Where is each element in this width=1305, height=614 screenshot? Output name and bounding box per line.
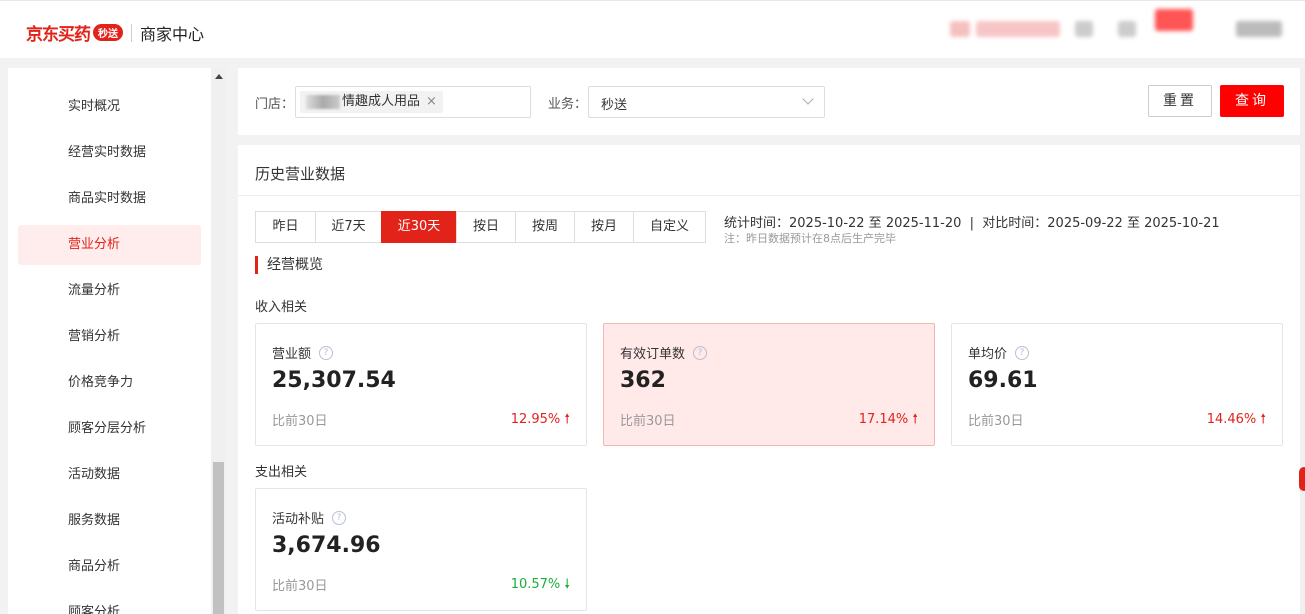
metric-name: 营业额? [272, 343, 334, 362]
metric-change: 17.14% 🠕 [859, 410, 918, 432]
blurred-user-info [976, 21, 1060, 37]
blurred-icon [1118, 21, 1136, 37]
stat-time: 统计时间：2025-10-22 至 2025-11-20 | 对比时间：2025… [724, 216, 1220, 231]
help-icon[interactable]: ? [693, 345, 708, 360]
metric-card-activity-subsidy[interactable]: 活动补贴? 3,674.96 比前30日 10.57% 🠗 [255, 488, 587, 611]
metric-name: 有效订单数? [620, 343, 708, 362]
business-value: 秒送 [601, 98, 628, 113]
tab-custom[interactable]: 自定义 [633, 211, 706, 243]
store-select[interactable]: 情趣成人用品 × [295, 86, 531, 118]
store-label: 门店： [255, 97, 295, 112]
store-tag-label: 情趣成人用品 [342, 94, 421, 109]
reset-button[interactable]: 重置 [1148, 85, 1212, 117]
income-group-label: 收入相关 [255, 300, 308, 315]
tab-yesterday[interactable]: 昨日 [255, 211, 316, 243]
sidebar-item-business-realtime[interactable]: 经营实时数据 [68, 145, 147, 160]
blurred-username[interactable] [1236, 21, 1282, 37]
close-icon[interactable]: × [426, 94, 437, 109]
tab-by-month[interactable]: 按月 [574, 211, 634, 243]
metric-name-text: 单均价 [968, 347, 1008, 362]
arrow-down-icon: 🠗 [564, 577, 570, 592]
sidebar-item-business-analysis[interactable]: 营业分析 [18, 225, 201, 265]
scroll-up-arrow-icon[interactable] [215, 74, 223, 79]
logo-divider [131, 23, 132, 42]
header-subtitle: 商家中心 [140, 24, 205, 44]
blurred-store-prefix [306, 95, 340, 109]
tab-7-days[interactable]: 近7天 [315, 211, 382, 243]
query-button[interactable]: 查询 [1220, 85, 1284, 117]
business-select[interactable]: 秒送 [588, 86, 825, 118]
metric-card-valid-orders[interactable]: 有效订单数? 362 比前30日 17.14% 🠕 [603, 323, 935, 446]
business-label: 业务： [548, 97, 588, 112]
metric-compare-label: 比前30日 [968, 414, 1024, 429]
metric-value: 362 [620, 368, 666, 393]
history-panel: 历史营业数据 昨日 近7天 近30天 按日 按周 按月 自定义 统计时间：202… [238, 145, 1300, 614]
sidebar-item-activity-data[interactable]: 活动数据 [68, 467, 121, 482]
top-header: 京东买药 秒送 商家中心 [0, 0, 1305, 58]
expense-group-label: 支出相关 [255, 465, 308, 480]
help-icon[interactable]: ? [1015, 345, 1030, 360]
metric-name-text: 营业额 [272, 347, 312, 362]
sidebar-item-product-realtime[interactable]: 商品实时数据 [68, 191, 147, 206]
logo[interactable]: 京东买药 秒送 商家中心 [26, 20, 204, 45]
brand-badge: 秒送 [93, 24, 123, 41]
sidebar-item-customer-segmentation[interactable]: 顾客分层分析 [68, 421, 147, 436]
metric-change: 12.95% 🠕 [511, 410, 570, 432]
store-tag: 情趣成人用品 × [300, 91, 443, 113]
blurred-avatar[interactable] [1155, 9, 1193, 31]
floating-help-button[interactable] [1299, 467, 1305, 491]
metric-value: 3,674.96 [272, 533, 381, 558]
metric-name-text: 活动补贴 [272, 512, 325, 527]
metric-change: 10.57% 🠗 [511, 575, 570, 597]
help-icon[interactable]: ? [332, 510, 347, 525]
metric-change-value: 10.57% [510, 577, 561, 592]
divider [238, 195, 1300, 196]
sidebar-item-price-competitiveness[interactable]: 价格竞争力 [68, 375, 134, 390]
metric-compare-label: 比前30日 [272, 414, 328, 429]
sidebar-item-realtime-overview[interactable]: 实时概况 [68, 99, 121, 114]
metric-change: 14.46% 🠕 [1207, 410, 1266, 432]
arrow-up-icon: 🠕 [564, 412, 570, 427]
sidebar-scrollbar[interactable] [211, 68, 226, 614]
metric-value: 69.61 [968, 368, 1038, 393]
sidebar-item-product-analysis[interactable]: 商品分析 [68, 559, 121, 574]
arrow-up-icon: 🠕 [912, 412, 918, 427]
sidebar-item-traffic-analysis[interactable]: 流量分析 [68, 283, 121, 298]
chevron-down-icon [802, 93, 814, 105]
metric-compare-label: 比前30日 [620, 414, 676, 429]
metric-change-value: 14.46% [1206, 412, 1257, 427]
metric-name: 单均价? [968, 343, 1030, 362]
arrow-up-icon: 🠕 [1260, 412, 1266, 427]
section-title: 经营概览 [255, 256, 323, 274]
tab-30-days[interactable]: 近30天 [381, 211, 457, 243]
metric-compare-label: 比前30日 [272, 579, 328, 594]
tab-by-week[interactable]: 按周 [515, 211, 575, 243]
metric-change-value: 17.14% [858, 412, 909, 427]
help-icon[interactable]: ? [319, 345, 334, 360]
panel-title: 历史营业数据 [255, 165, 346, 183]
blurred-user-info [950, 21, 970, 37]
date-range-tabs: 昨日 近7天 近30天 按日 按周 按月 自定义 [255, 211, 706, 243]
metric-change-value: 12.95% [510, 412, 561, 427]
metric-card-avg-order-price[interactable]: 单均价? 69.61 比前30日 14.46% 🠕 [951, 323, 1283, 446]
sidebar: 实时概况 经营实时数据 商品实时数据 营业分析 流量分析 营销分析 价格竞争力 … [8, 68, 211, 614]
scrollbar-thumb[interactable] [213, 462, 224, 614]
data-note: 注：昨日数据预计在8点后生产完毕 [724, 232, 896, 245]
brand-name: 京东买药 [26, 25, 91, 45]
sidebar-item-marketing-analysis[interactable]: 营销分析 [68, 329, 121, 344]
metric-name: 活动补贴? [272, 508, 347, 527]
filter-bar: 门店： 情趣成人用品 × 业务： 秒送 重置 查询 [238, 68, 1300, 135]
metric-name-text: 有效订单数 [620, 347, 686, 362]
tab-by-day[interactable]: 按日 [456, 211, 516, 243]
metric-card-revenue[interactable]: 营业额? 25,307.54 比前30日 12.95% 🠕 [255, 323, 587, 446]
blurred-icon [1075, 21, 1093, 37]
metric-value: 25,307.54 [272, 368, 396, 393]
sidebar-item-customer-analysis[interactable]: 顾客分析 [68, 605, 121, 614]
sidebar-item-service-data[interactable]: 服务数据 [68, 513, 121, 528]
page-scrollbar[interactable] [1300, 68, 1305, 614]
